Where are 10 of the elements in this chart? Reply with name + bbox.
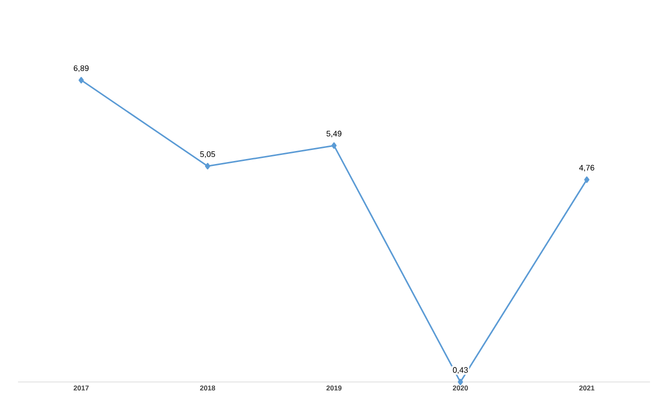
data-label: 4,76 (579, 164, 594, 172)
point (204, 162, 210, 170)
point (331, 142, 337, 149)
point (78, 76, 84, 84)
point (458, 378, 464, 386)
point (584, 176, 590, 183)
data-label: 5,49 (326, 130, 342, 138)
data-label: 5,05 (200, 151, 216, 158)
data-label: 0,43 (452, 367, 468, 374)
data-label: 6,89 (74, 65, 89, 72)
